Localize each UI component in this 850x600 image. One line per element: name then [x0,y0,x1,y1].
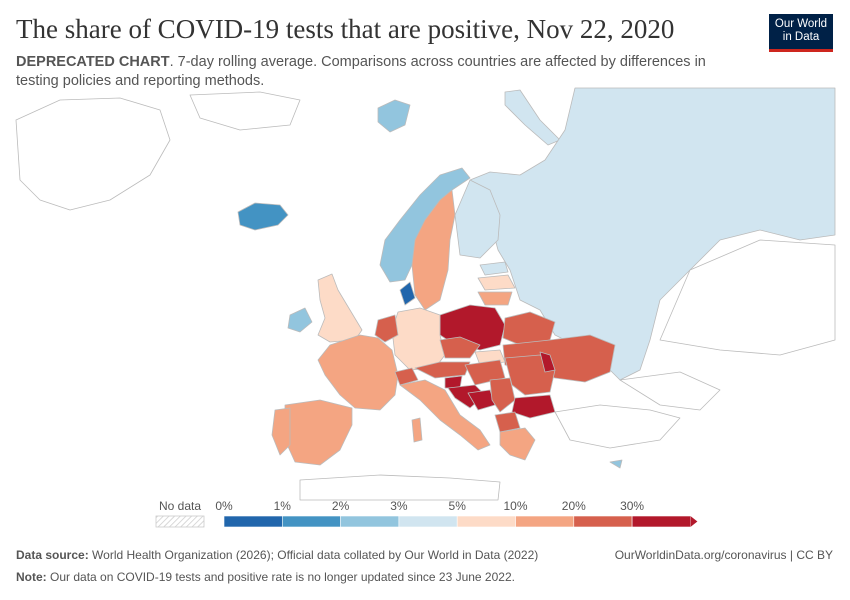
svalbard[interactable] [377,99,411,133]
iceland[interactable] [237,202,289,231]
legend-swatch-4[interactable] [456,515,516,528]
footer-url[interactable]: OurWorldinData.org/coronavirus | CC BY [614,548,833,562]
owid-logo[interactable]: Our World in Data [769,14,833,52]
legend-swatch-2[interactable] [340,515,400,528]
legend-swatch-1[interactable] [281,515,341,528]
subtitle-deprecated: DEPRECATED CHART [16,54,170,70]
turkey[interactable] [554,404,681,449]
note-label: Note: [16,570,47,584]
spain[interactable] [284,399,353,466]
footer-source: Data source: World Health Organization (… [16,548,538,562]
slovenia[interactable] [444,375,463,389]
germany[interactable] [391,307,446,371]
source-label: Data source: [16,548,89,562]
legend-tick-label: 10% [503,499,527,513]
legend-arrow-tip [690,516,698,527]
denmark[interactable] [399,281,416,306]
albania-macedonia[interactable] [494,411,521,433]
greenland[interactable] [15,97,171,211]
serbia[interactable] [489,377,516,413]
chart-subtitle: DEPRECATED CHART. 7-day rolling average.… [16,53,736,91]
lithuania[interactable] [477,291,513,306]
legend-swatch-6[interactable] [573,515,633,528]
chart-title: The share of COVID-19 tests that are pos… [16,14,675,44]
latvia[interactable] [477,274,516,291]
novaya-zemlya[interactable] [504,89,561,146]
legend-tick-label: 5% [449,499,467,513]
logo-line1: Our World [774,18,828,30]
north-africa[interactable] [299,474,501,501]
romania[interactable] [504,354,556,396]
legend: No data 0% 1% 2% 3% 5% 10% 20% 30% [155,499,698,528]
legend-swatch-5[interactable] [515,515,575,528]
bulgaria[interactable] [511,394,556,419]
footer-note: Note: Our data on COVID-19 tests and pos… [16,570,515,584]
legend-swatch-7[interactable] [631,515,691,528]
legend-tick-label: 3% [390,499,408,513]
estonia[interactable] [479,261,509,276]
cyprus[interactable] [609,459,623,469]
france[interactable] [317,334,399,411]
legend-tick-label: 0% [215,499,233,513]
switzerland[interactable] [394,367,419,386]
greece[interactable] [499,427,536,461]
sardinia[interactable] [411,417,423,443]
ireland[interactable] [287,307,313,333]
caucasus-region[interactable] [619,371,721,411]
legend-tick-label: 2% [332,499,350,513]
arctic-islands[interactable] [189,91,301,131]
legend-tick-label: 1% [274,499,292,513]
logo-line2: in Data [782,31,820,43]
netherlands-belgium[interactable] [374,314,399,343]
note-text: Our data on COVID-19 tests and positive … [46,570,515,584]
legend-tick-label: 20% [562,499,586,513]
kazakhstan[interactable] [659,239,836,356]
italy[interactable] [399,379,491,451]
sweden[interactable] [411,189,456,311]
moldova[interactable] [539,351,556,373]
portugal[interactable] [271,407,291,456]
united-kingdom[interactable] [317,273,363,343]
legend-no-data-swatch[interactable] [155,515,205,528]
legend-no-data-label: No data [159,499,201,513]
subtitle-text: . 7-day rolling average. Comparisons acr… [16,54,706,89]
legend-swatch-0[interactable] [223,515,283,528]
legend-swatch-3[interactable] [398,515,458,528]
finland[interactable] [454,179,501,259]
legend-tick-label: 30% [620,499,644,513]
hungary[interactable] [464,359,506,386]
czechia[interactable] [439,336,481,359]
source-text: World Health Organization (2026); Offici… [88,548,539,562]
